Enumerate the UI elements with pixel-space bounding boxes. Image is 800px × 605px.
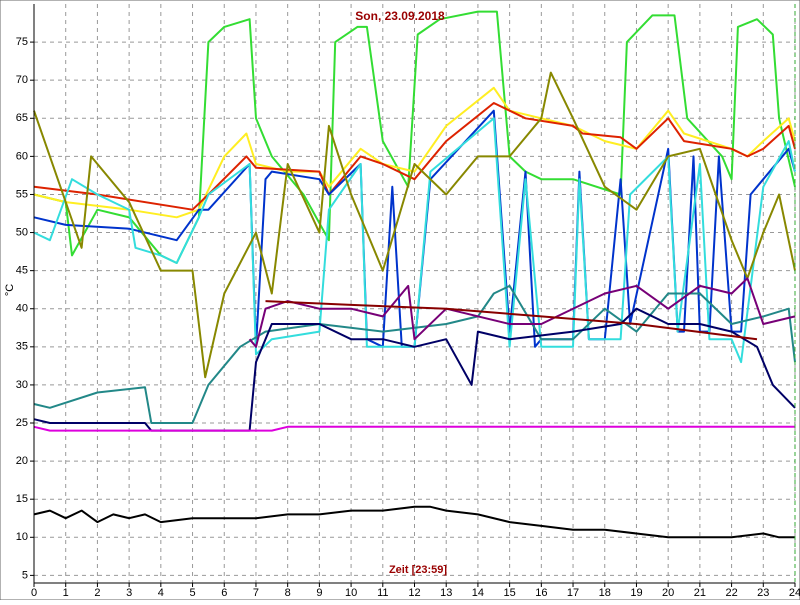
series-line bbox=[33, 86, 796, 219]
x-tick-label: 21 bbox=[694, 587, 706, 599]
x-tick-label: 15 bbox=[504, 587, 516, 599]
x-tick-label: 16 bbox=[535, 587, 547, 599]
x-tick-label: 1 bbox=[63, 587, 69, 599]
y-tick-label: 35 bbox=[16, 341, 28, 353]
x-tick-label: 9 bbox=[316, 587, 322, 599]
y-tick-label: 45 bbox=[16, 265, 28, 277]
y-tick-label: 50 bbox=[16, 226, 28, 238]
series-line bbox=[33, 505, 795, 539]
x-tick-label: 10 bbox=[345, 587, 357, 599]
x-tick-label: 23 bbox=[757, 587, 769, 599]
x-tick-label: 0 bbox=[31, 587, 37, 599]
plot-area bbox=[33, 4, 796, 583]
x-tick-label: 24 bbox=[789, 587, 800, 599]
y-tick-label: 75 bbox=[16, 36, 28, 48]
x-tick-label: 19 bbox=[630, 587, 642, 599]
x-tick-label: 18 bbox=[599, 587, 611, 599]
series-line bbox=[265, 300, 758, 341]
y-tick-label: 15 bbox=[16, 493, 28, 505]
series-line bbox=[33, 71, 796, 379]
y-axis-label: °C bbox=[4, 284, 16, 296]
x-tick-label: 22 bbox=[725, 587, 737, 599]
y-tick-label: 60 bbox=[16, 150, 28, 162]
x-tick-label: 2 bbox=[94, 587, 100, 599]
x-tick-label: 12 bbox=[408, 587, 420, 599]
y-tick-label: 30 bbox=[16, 379, 28, 391]
y-tick-label: 25 bbox=[16, 417, 28, 429]
x-axis-label: Zeit [23:59] bbox=[389, 564, 447, 576]
x-tick-label: 4 bbox=[158, 587, 164, 599]
x-tick-label: 6 bbox=[221, 587, 227, 599]
y-tick-label: 20 bbox=[16, 455, 28, 467]
y-tick-label: 5 bbox=[22, 569, 28, 581]
x-tick-label: 13 bbox=[440, 587, 452, 599]
chart-title: Son, 23.09.2018 bbox=[355, 9, 445, 23]
y-tick-label: 65 bbox=[16, 112, 28, 124]
y-tick-label: 55 bbox=[16, 188, 28, 200]
x-tick-label: 7 bbox=[253, 587, 259, 599]
series-line bbox=[33, 117, 796, 364]
y-tick-label: 70 bbox=[16, 74, 28, 86]
y-tick-label: 40 bbox=[16, 303, 28, 315]
x-tick-label: 8 bbox=[285, 587, 291, 599]
x-tick-label: 3 bbox=[126, 587, 132, 599]
y-tick-label: 10 bbox=[16, 531, 28, 543]
x-tick-label: 20 bbox=[662, 587, 674, 599]
x-tick-label: 11 bbox=[377, 587, 388, 599]
series-line bbox=[33, 425, 795, 432]
x-tick-label: 14 bbox=[472, 587, 484, 599]
x-tick-label: 17 bbox=[567, 587, 579, 599]
series-line bbox=[33, 102, 796, 211]
x-tick-label: 5 bbox=[189, 587, 195, 599]
